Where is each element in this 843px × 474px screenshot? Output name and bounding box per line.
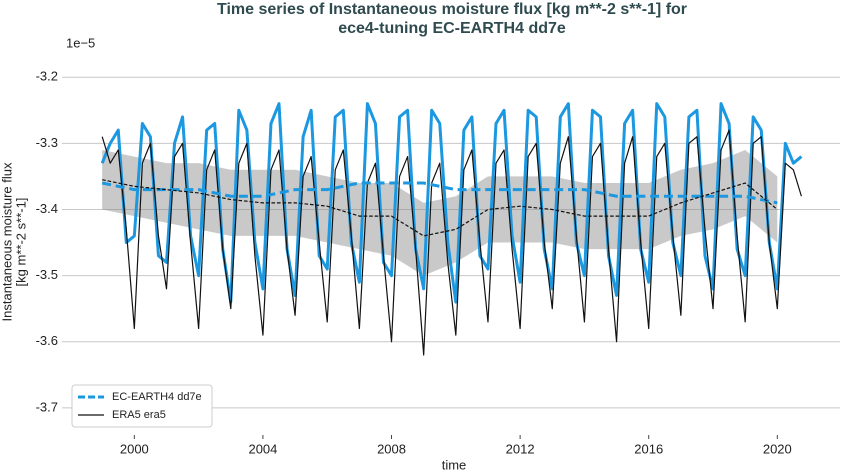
- y-tick-label: -3.7: [36, 399, 58, 414]
- x-tick-label: 2000: [120, 441, 149, 456]
- legend-label: ERA5 era5: [112, 409, 166, 421]
- data-line: [101, 129, 802, 356]
- chart-title: ece4-tuning EC-EARTH4 dd7e: [338, 20, 566, 37]
- x-tick-label: 2008: [377, 441, 406, 456]
- x-tick-label: 2016: [634, 441, 663, 456]
- y-tick-label: -3.5: [36, 267, 58, 282]
- axis-offset: 1e−5: [66, 35, 95, 50]
- y-axis-label: Instantaneous moisture flux: [0, 162, 14, 321]
- x-axis-label: time: [442, 457, 467, 472]
- trend-line: [102, 179, 778, 237]
- trend-line: [101, 181, 778, 205]
- x-tick-label: 2020: [763, 441, 792, 456]
- y-axis-label: [kg m**-2 s**-1]: [13, 198, 28, 287]
- x-tick-label: 2012: [506, 441, 535, 456]
- y-tick-label: -3.3: [36, 135, 58, 150]
- y-tick-label: -3.4: [36, 201, 58, 216]
- chart-title: Time series of Instantaneous moisture fl…: [217, 1, 687, 18]
- y-tick-label: -3.6: [36, 333, 58, 348]
- y-tick-label: -3.2: [36, 69, 58, 84]
- legend-label: EC-EARTH4 dd7e: [112, 391, 202, 403]
- x-tick-label: 2004: [248, 441, 277, 456]
- legend-box: [71, 384, 213, 428]
